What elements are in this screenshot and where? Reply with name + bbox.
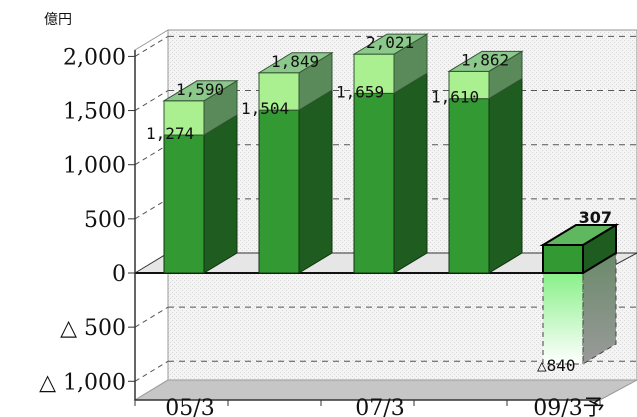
bar-top	[447, 50, 524, 72]
data-label: 1,849	[271, 52, 319, 71]
bar-side	[203, 114, 238, 274]
bar-top	[352, 33, 429, 55]
y-tick-label: △ 500	[60, 316, 126, 341]
bar-cap	[448, 70, 490, 100]
x-tick-label: 09/3予	[533, 396, 604, 417]
bar-negative-side	[582, 252, 617, 365]
data-label: 1,659	[336, 82, 384, 101]
y-tick-label: 1,500	[63, 100, 126, 125]
grid-line-diagonal	[134, 306, 169, 328]
y-tick-label: 0	[112, 262, 126, 287]
bar	[448, 98, 490, 274]
data-label: △840	[537, 356, 576, 375]
bar-top	[539, 224, 620, 246]
bar-negative	[542, 272, 584, 365]
y-tick-label: △ 1,000	[39, 370, 126, 395]
x-tick-label: 05/3	[165, 396, 214, 417]
y-tick-label: 2,000	[63, 45, 126, 70]
data-label: 1,610	[431, 88, 479, 107]
bar	[258, 109, 300, 274]
bar-side	[298, 89, 333, 274]
bar-side	[393, 72, 428, 274]
y-tick-label: 500	[84, 208, 126, 233]
data-label: 1,274	[146, 124, 194, 143]
y-tick-label: 1,000	[63, 154, 126, 179]
data-label: 1,504	[241, 99, 289, 118]
bar-top	[257, 52, 334, 74]
bars	[162, 33, 620, 365]
bar-side	[488, 77, 523, 274]
grid-line-diagonal	[134, 90, 169, 111]
grid-line-diagonal	[134, 360, 169, 382]
data-labels: 1,274 1,590 1,504 1,849 1,659 2,021 1,610 1,862…	[146, 33, 612, 375]
data-label: 307	[579, 208, 612, 227]
data-label: 2,021	[366, 33, 414, 52]
x-tick-label: 07/3	[355, 396, 404, 417]
y-axis-ticks: 2,000 1,500 1,000 500 0 △ 500 △ 1,000	[39, 45, 135, 395]
bar-cap	[353, 53, 395, 94]
bar-cap	[258, 72, 300, 111]
data-label: 1,862	[461, 50, 509, 69]
y-unit-label: 億円	[44, 12, 72, 28]
left-wall	[134, 29, 169, 401]
bar	[163, 134, 205, 274]
bar	[353, 92, 395, 274]
grid-line-diagonal	[134, 198, 169, 220]
bar	[542, 244, 584, 274]
grid-line-diagonal	[134, 35, 169, 57]
x-axis-ticks: 05/3 07/3 09/3予	[134, 396, 605, 417]
grid-line-diagonal	[134, 144, 169, 166]
bar-top	[162, 80, 239, 102]
data-label: 1,590	[176, 80, 224, 99]
